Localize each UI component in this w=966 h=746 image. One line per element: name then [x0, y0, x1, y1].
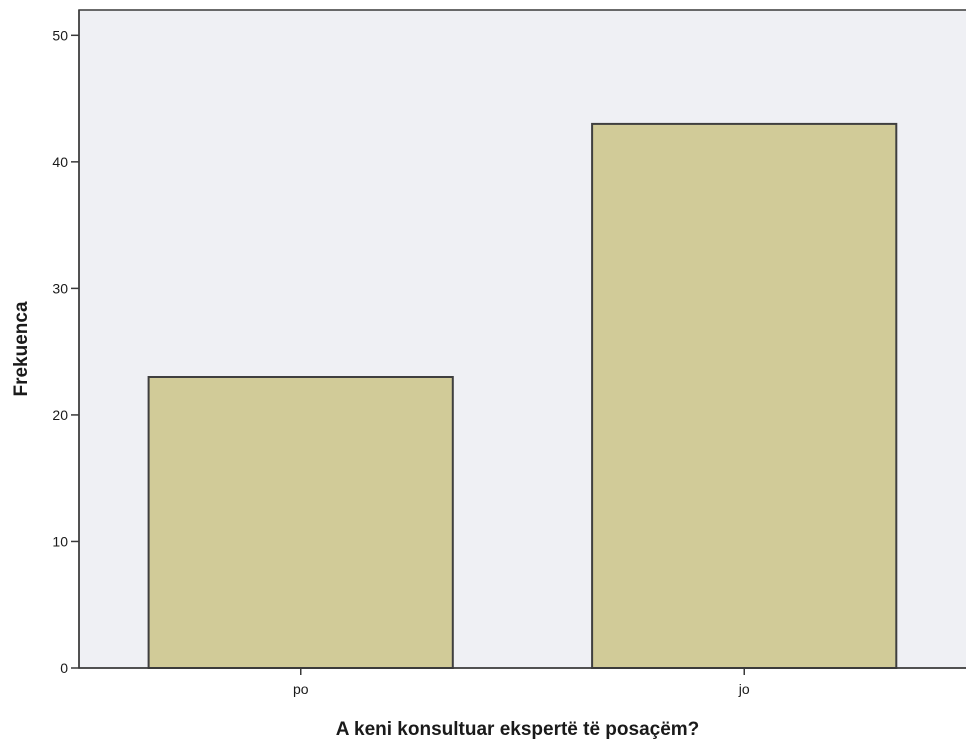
bar-jo	[591, 122, 898, 669]
y-tick-label: 30	[52, 280, 68, 296]
y-axis: 0 10 20 30 40 50	[52, 10, 80, 676]
y-tick-label: 0	[60, 660, 68, 676]
x-tick-label-po: po	[293, 681, 309, 697]
y-tick-label: 50	[52, 27, 68, 43]
x-axis-title: A keni konsultuar ekspertë të posaçëm?	[336, 719, 700, 740]
x-axis: po jo	[79, 667, 966, 697]
y-axis-title: Frekuenca	[11, 301, 32, 396]
y-tick-label: 40	[52, 154, 68, 170]
y-tick-label: 20	[52, 407, 68, 423]
y-tick-label: 10	[52, 533, 68, 549]
bar-po	[147, 376, 454, 669]
x-tick-label-jo: jo	[738, 681, 750, 697]
